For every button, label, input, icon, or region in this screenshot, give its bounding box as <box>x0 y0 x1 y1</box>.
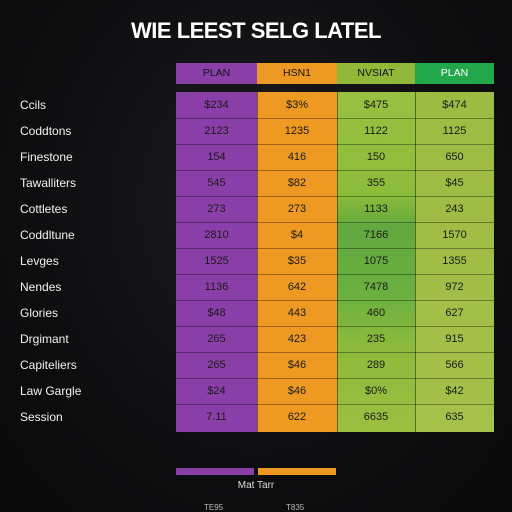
table-cell: 1235 <box>284 125 310 137</box>
row-divider <box>176 196 494 197</box>
table-cell: 972 <box>445 281 464 293</box>
row-label: Levges <box>20 254 59 268</box>
column-bg-orange <box>257 92 337 432</box>
row-label: Tawalliters <box>20 176 77 190</box>
table-cell: 2123 <box>204 125 229 137</box>
row-divider <box>176 352 494 353</box>
row-label: Finestone <box>20 150 73 164</box>
table-cell: 7.11 <box>206 411 227 423</box>
row-label: Cottletes <box>20 202 68 216</box>
row-divider <box>176 378 494 379</box>
table-cell: 154 <box>207 151 226 163</box>
table-cell: 1136 <box>204 281 229 293</box>
table-cell: 915 <box>445 333 464 345</box>
row-divider <box>176 118 494 119</box>
column-divider <box>337 92 338 432</box>
table-cell: 265 <box>207 333 226 345</box>
table-cell: 635 <box>445 411 464 423</box>
footer-label-right: T835 <box>286 503 305 512</box>
table-cell: 273 <box>287 203 307 215</box>
column-header-nvsiat[interactable]: NVSIAT <box>337 63 415 84</box>
table-cell: 416 <box>287 151 307 163</box>
row-label: Capiteliers <box>20 358 77 372</box>
row-label: Glories <box>20 306 59 320</box>
table-cell: 7166 <box>363 229 389 241</box>
legend-label: Mat Tarr <box>237 480 275 491</box>
column-divider <box>257 92 258 432</box>
column-bg-green <box>415 92 494 432</box>
table-cell: $474 <box>442 99 467 111</box>
table-cell: 1133 <box>364 203 388 215</box>
column-header-plan-2[interactable]: PLAN <box>415 63 494 84</box>
table-cell: 2810 <box>204 229 229 241</box>
row-label: Law Gargle <box>20 384 82 398</box>
row-divider <box>176 248 494 249</box>
legend-swatch-orange <box>258 468 336 475</box>
table-cell: 7478 <box>363 281 389 293</box>
column-header-row: PLAN HSN1 NVSIAT PLAN <box>176 63 494 84</box>
page-title: WIE LEEST SELG LATEL <box>131 18 381 43</box>
table-cell: 443 <box>287 307 307 319</box>
row-label: Nendes <box>20 280 62 294</box>
table-cell: 150 <box>366 151 386 163</box>
column-header-plan[interactable]: PLAN <box>176 63 257 84</box>
row-label: Session <box>20 410 63 424</box>
row-label: Drgimant <box>20 332 69 346</box>
table-cell: $234 <box>204 99 229 111</box>
column-divider <box>415 92 416 432</box>
table-cell: $46 <box>287 359 307 371</box>
row-label: Coddtons <box>20 124 72 138</box>
row-divider <box>176 222 494 223</box>
table-cell: $475 <box>363 99 389 111</box>
row-divider <box>176 326 494 327</box>
column-bg-purple <box>176 92 257 432</box>
table-cell: 1570 <box>442 229 467 241</box>
table-cell: 273 <box>207 203 226 215</box>
table-cell: 1125 <box>442 125 467 137</box>
table-cell: 650 <box>445 151 464 163</box>
table-cell: 265 <box>207 359 226 371</box>
table-cell: 243 <box>445 203 464 215</box>
table-cell: 460 <box>366 307 386 319</box>
table-cell: 1075 <box>363 255 389 267</box>
row-label: Ccils <box>20 98 46 112</box>
table-cell: 355 <box>366 177 386 189</box>
table-cell: $45 <box>445 177 464 189</box>
row-divider <box>176 404 494 405</box>
table-cell: $46 <box>287 385 307 397</box>
table-cell: $35 <box>287 255 307 267</box>
legend-swatch-purple <box>176 468 254 475</box>
row-label: Coddltune <box>20 228 75 242</box>
table-cell: 1525 <box>204 255 229 267</box>
table-cell: 566 <box>445 359 464 371</box>
table-cell: 622 <box>287 411 307 423</box>
row-divider <box>176 300 494 301</box>
column-header-hsn1[interactable]: HSN1 <box>257 63 337 84</box>
table-cell: $24 <box>207 385 226 397</box>
row-divider <box>176 144 494 145</box>
table-cell: $42 <box>445 385 464 397</box>
table-cell: 1355 <box>442 255 467 267</box>
table-cell: 627 <box>445 307 464 319</box>
table-cell: $4 <box>290 229 304 241</box>
footer-label-left: TE95 <box>204 503 224 512</box>
column-bg-lime <box>337 92 415 432</box>
row-divider <box>176 170 494 171</box>
table-cell: $82 <box>287 177 307 189</box>
table-cell: $48 <box>207 307 226 319</box>
table-cell: 6635 <box>363 411 389 423</box>
table-cell: $3% <box>285 99 309 111</box>
comparison-table: $234 $3% $475 $474 2123 1235 1122 1125 154 416 150… <box>176 92 494 432</box>
table-cell: 1122 <box>364 125 388 137</box>
table-cell: 235 <box>366 333 386 345</box>
row-divider <box>176 274 494 275</box>
table-cell: $0% <box>364 385 388 397</box>
table-cell: 289 <box>366 359 386 371</box>
table-cell: 642 <box>287 281 307 293</box>
table-cell: 545 <box>207 177 226 189</box>
table-cell: 423 <box>287 333 307 345</box>
